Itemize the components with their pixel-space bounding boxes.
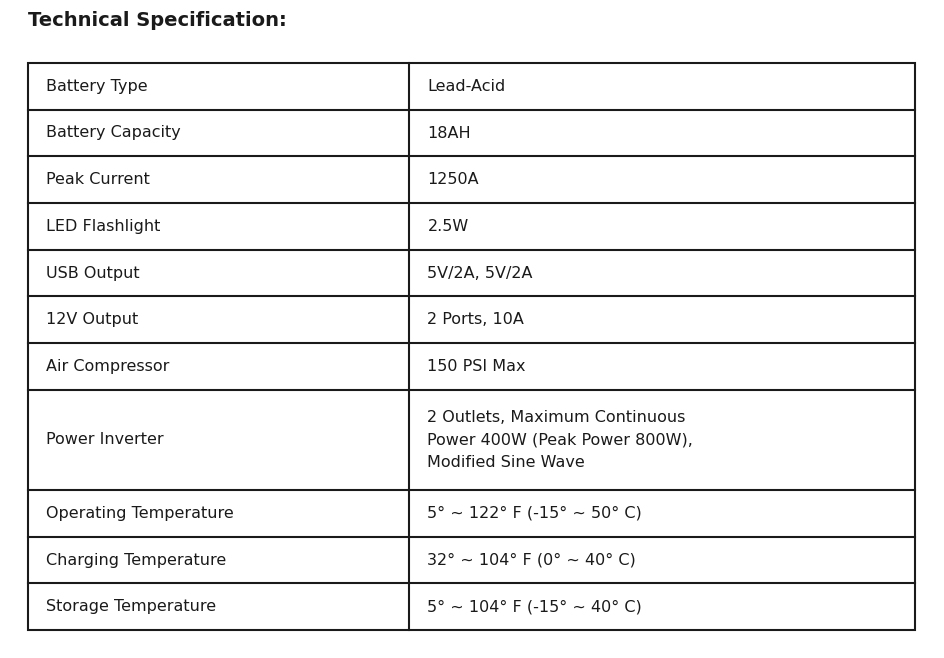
Text: 12V Output: 12V Output	[46, 312, 138, 327]
Text: Battery Capacity: Battery Capacity	[46, 126, 180, 141]
Text: 2.5W: 2.5W	[428, 219, 468, 234]
Text: Battery Type: Battery Type	[46, 79, 147, 94]
Text: 5V/2A, 5V/2A: 5V/2A, 5V/2A	[428, 265, 533, 280]
Text: 2 Ports, 10A: 2 Ports, 10A	[428, 312, 524, 327]
Text: Air Compressor: Air Compressor	[46, 359, 169, 374]
Text: Peak Current: Peak Current	[46, 172, 150, 187]
Text: 1250A: 1250A	[428, 172, 479, 187]
Text: Storage Temperature: Storage Temperature	[46, 599, 216, 614]
Text: Charging Temperature: Charging Temperature	[46, 553, 227, 567]
Text: Technical Specification:: Technical Specification:	[28, 11, 287, 30]
Bar	[28, 63, 915, 630]
Text: 150 PSI Max: 150 PSI Max	[428, 359, 526, 374]
Text: Operating Temperature: Operating Temperature	[46, 506, 234, 521]
Text: 5° ~ 104° F (-15° ~ 40° C): 5° ~ 104° F (-15° ~ 40° C)	[428, 599, 642, 614]
Text: LED Flashlight: LED Flashlight	[46, 219, 160, 234]
Text: Lead-Acid: Lead-Acid	[428, 79, 506, 94]
Text: 18AH: 18AH	[428, 126, 471, 141]
Text: USB Output: USB Output	[46, 265, 140, 280]
Text: 5° ~ 122° F (-15° ~ 50° C): 5° ~ 122° F (-15° ~ 50° C)	[428, 506, 642, 521]
Text: Power Inverter: Power Inverter	[46, 432, 163, 447]
Text: 32° ~ 104° F (0° ~ 40° C): 32° ~ 104° F (0° ~ 40° C)	[428, 553, 636, 567]
Text: 2 Outlets, Maximum Continuous
Power 400W (Peak Power 800W),
Modified Sine Wave: 2 Outlets, Maximum Continuous Power 400W…	[428, 410, 693, 470]
